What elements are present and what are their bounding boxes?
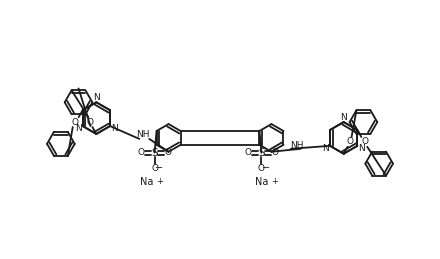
Text: O: O — [71, 118, 78, 127]
Text: Na: Na — [255, 177, 268, 188]
Text: S: S — [258, 148, 265, 158]
Text: O: O — [137, 148, 144, 157]
Text: O: O — [272, 148, 279, 157]
Text: O: O — [346, 137, 353, 146]
Text: N: N — [111, 124, 118, 133]
Text: N: N — [322, 144, 329, 153]
Text: NH: NH — [290, 141, 304, 150]
Text: O: O — [244, 148, 251, 157]
Text: NH: NH — [136, 131, 150, 139]
Text: −: − — [155, 163, 164, 172]
Text: O: O — [362, 137, 369, 146]
Text: O: O — [165, 148, 172, 157]
Text: +: + — [271, 177, 278, 186]
Text: O: O — [258, 164, 265, 173]
Text: N: N — [358, 144, 365, 153]
Text: −: − — [262, 163, 271, 172]
Text: O: O — [151, 164, 158, 173]
Text: +: + — [156, 177, 163, 186]
Text: S: S — [151, 148, 158, 158]
Text: N: N — [340, 113, 347, 122]
Text: N: N — [93, 93, 100, 102]
Text: O: O — [87, 118, 94, 127]
Text: Na: Na — [140, 177, 154, 188]
Text: N: N — [75, 124, 82, 133]
